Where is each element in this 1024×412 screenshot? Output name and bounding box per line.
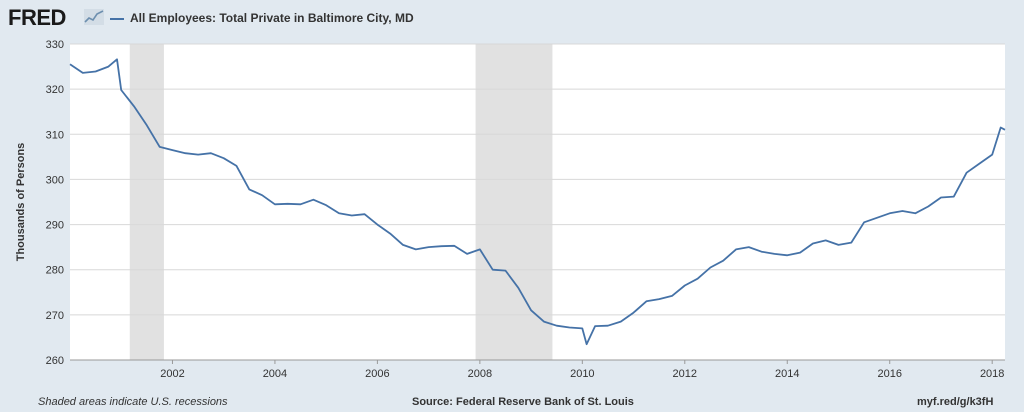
series-line[interactable]	[69, 58, 1006, 346]
y-tick-300: 300	[46, 174, 64, 186]
x-tick-2006: 2006	[365, 368, 389, 380]
short-link[interactable]: myf.red/g/k3fH	[917, 396, 994, 408]
recession-band-1	[129, 44, 164, 360]
source-credit[interactable]: Source: Federal Reserve Bank of St. Loui…	[412, 396, 634, 408]
y-tick-260: 260	[46, 355, 64, 367]
x-tick-2014: 2014	[775, 368, 799, 380]
x-tick-2016: 2016	[877, 368, 901, 380]
y-axis-label: Thousands of Persons	[15, 143, 27, 262]
y-tick-290: 290	[46, 220, 64, 232]
recession-shading	[129, 44, 553, 360]
recession-note: Shaded areas indicate U.S. recessions	[38, 396, 228, 408]
y-tick-280: 280	[46, 265, 64, 277]
fred-logo[interactable]: FRED	[8, 5, 66, 30]
legend-swatch	[110, 17, 124, 20]
x-tick-2004: 2004	[263, 368, 287, 380]
y-tick-320: 320	[46, 84, 64, 96]
chart-header: FRED All Employees: Total Private in Bal…	[0, 0, 1024, 34]
legend[interactable]: All Employees: Total Private in Baltimor…	[110, 11, 414, 25]
recession-band-2	[475, 44, 553, 360]
series-title: All Employees: Total Private in Baltimor…	[130, 11, 414, 25]
x-axis-ticks: 2002 2004 2006 2008 2010 2012 2014 2016 2018	[70, 359, 1005, 380]
y-tick-310: 310	[46, 129, 64, 141]
x-tick-2010: 2010	[570, 368, 594, 380]
line-chart-icon	[84, 9, 104, 25]
y-tick-270: 270	[46, 310, 64, 322]
y-tick-330: 330	[46, 39, 64, 51]
x-tick-2002: 2002	[160, 368, 184, 380]
x-tick-2008: 2008	[468, 368, 492, 380]
x-tick-2012: 2012	[673, 368, 697, 380]
y-axis-ticks: 260 270 280 290 300 310 320 330	[46, 39, 64, 367]
x-tick-2018: 2018	[980, 368, 1004, 380]
